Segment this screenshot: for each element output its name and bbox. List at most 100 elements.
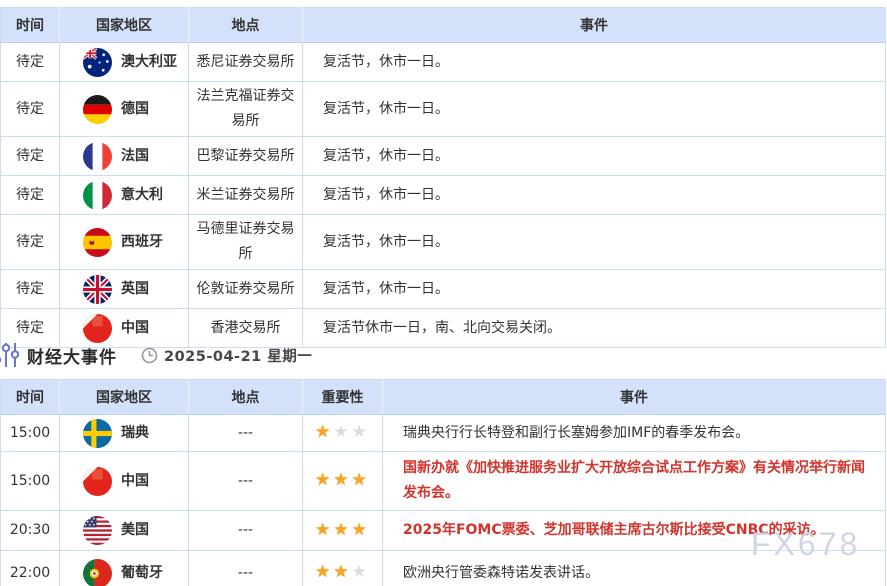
- importance-stars: ★ ★ ★: [302, 414, 383, 452]
- table-row: 待定 法国 巴黎证券交易所 复活节，休市一日。: [0, 136, 886, 176]
- country-name: 澳大利亚: [121, 53, 177, 70]
- location-cell: 香港交易所: [188, 308, 303, 348]
- country-cell: 中国: [59, 451, 189, 511]
- col-header-country: 国家地区: [59, 7, 189, 43]
- star-filled-icon: ★: [333, 519, 349, 540]
- event-cell: 复活节，休市一日。: [302, 81, 886, 137]
- germany-flag-icon: [83, 94, 112, 124]
- country-name: 英国: [121, 280, 149, 297]
- country-cell: 瑞典: [59, 414, 189, 452]
- event-cell: 复活节，休市一日。: [302, 214, 886, 270]
- country-name: 葡萄牙: [121, 564, 163, 581]
- star-filled-icon: ★: [351, 470, 367, 490]
- col-header-event: 事件: [302, 7, 886, 43]
- uk-flag-icon: [83, 274, 112, 304]
- event-cell: 国新办就《加快推进服务业扩大开放综合试点工作方案》有关情况举行新闻发布会。: [382, 451, 886, 511]
- country-name: 德国: [121, 100, 149, 117]
- col-header-importance: 重要性: [302, 379, 383, 415]
- star-empty-icon: ★: [333, 422, 349, 442]
- market-holiday-table: 时间 国家地区 地点 事件 待定 澳大利亚 悉尼证券交易所 复活节，休市一日。 …: [0, 7, 886, 348]
- table-row: 15:00 瑞典 --- ★ ★ ★ 瑞典央行行长特登和副行长塞姆参加IMF的春季发…: [0, 414, 886, 452]
- usa-flag-icon: [83, 516, 112, 545]
- time-cell: 15:00: [0, 414, 60, 452]
- country-name: 中国: [121, 319, 149, 336]
- country-name: 西班牙: [121, 233, 163, 250]
- location-cell: 马德里证券交易所: [188, 214, 303, 270]
- importance-stars: ★ ★ ★: [302, 451, 383, 511]
- events-section-icon: [0, 343, 19, 367]
- time-cell: 待定: [0, 214, 60, 270]
- time-cell: 待定: [0, 269, 60, 309]
- section-title: 财经大事件: [27, 347, 117, 368]
- time-cell: 20:30: [0, 510, 60, 551]
- table-row: 待定 中国 香港交易所 复活节休市一日，南、北向交易关闭。: [0, 308, 886, 348]
- star-filled-icon: ★: [333, 562, 349, 582]
- time-cell: 待定: [0, 81, 60, 137]
- col-header-location: 地点: [188, 379, 303, 415]
- location-cell: ---: [188, 550, 303, 586]
- country-cell: 美国: [59, 510, 189, 551]
- star-filled-icon: ★: [351, 519, 367, 540]
- spain-flag-icon: [83, 227, 112, 257]
- event-cell: 复活节休市一日，南、北向交易关闭。: [302, 308, 886, 348]
- time-cell: 待定: [0, 136, 60, 176]
- time-cell: 待定: [0, 42, 60, 82]
- australia-flag-icon: [83, 47, 112, 77]
- event-cell: 欧洲央行管委森特诺发表讲话。: [382, 550, 886, 586]
- location-cell: 米兰证券交易所: [188, 175, 303, 215]
- table-row: 待定 澳大利亚 悉尼证券交易所 复活节，休市一日。: [0, 42, 886, 82]
- star-filled-icon: ★: [315, 470, 331, 490]
- col-header-time: 时间: [0, 379, 60, 415]
- event-cell: 2025年FOMC票委、芝加哥联储主席古尔斯比接受CNBC的采访。: [382, 510, 886, 551]
- table-row: 15:00 中国 --- ★ ★ ★ 国新办就《加快推进服务业扩大开放综合试点工作方…: [0, 451, 886, 511]
- country-name: 法国: [121, 147, 149, 164]
- location-cell: ---: [188, 510, 303, 551]
- time-cell: 待定: [0, 175, 60, 215]
- event-cell: 复活节，休市一日。: [302, 175, 886, 215]
- time-cell: 15:00: [0, 451, 60, 511]
- france-flag-icon: [83, 141, 112, 171]
- country-name: 意大利: [121, 186, 163, 203]
- col-header-location: 地点: [188, 7, 303, 43]
- importance-stars: ★ ★ ★: [302, 550, 383, 586]
- country-cell: 澳大利亚: [59, 42, 189, 82]
- location-cell: ---: [188, 414, 303, 452]
- table-header-row: 时间 国家地区 地点 重要性 事件: [0, 379, 886, 415]
- star-empty-icon: ★: [351, 422, 367, 442]
- star-filled-icon: ★: [315, 519, 331, 540]
- location-cell: ---: [188, 451, 303, 511]
- event-cell: 瑞典央行行长特登和副行长塞姆参加IMF的春季发布会。: [382, 414, 886, 452]
- time-cell: 22:00: [0, 550, 60, 586]
- country-cell: 中国: [59, 308, 189, 348]
- country-cell: 西班牙: [59, 214, 189, 270]
- country-name: 美国: [121, 522, 149, 538]
- col-header-time: 时间: [0, 7, 60, 43]
- clock-icon: [141, 347, 158, 363]
- country-cell: 葡萄牙: [59, 550, 189, 586]
- location-cell: 巴黎证券交易所: [188, 136, 303, 176]
- country-cell: 意大利: [59, 175, 189, 215]
- country-cell: 法国: [59, 136, 189, 176]
- table-row: 待定 英国 伦敦证券交易所 复活节，休市一日。: [0, 269, 886, 309]
- table-row: 待定 西班牙 马德里证券交易所 复活节，休市一日。: [0, 214, 886, 270]
- china-flag-icon: [83, 466, 112, 496]
- italy-flag-icon: [83, 180, 112, 210]
- importance-stars: ★ ★ ★: [302, 510, 383, 551]
- star-filled-icon: ★: [315, 422, 331, 442]
- table-header-row: 时间 国家地区 地点 事件: [0, 7, 886, 43]
- country-name: 瑞典: [121, 424, 149, 441]
- economic-events-table: 时间 国家地区 地点 重要性 事件 15:00 瑞典 --- ★ ★ ★ 瑞典央行行…: [0, 379, 886, 586]
- events-section-header: 财经大事件 2025-04-21 星期一: [0, 331, 760, 379]
- section-date: 2025-04-21 星期一: [164, 348, 313, 365]
- event-cell: 复活节，休市一日。: [302, 42, 886, 82]
- location-cell: 伦敦证券交易所: [188, 269, 303, 309]
- country-cell: 英国: [59, 269, 189, 309]
- star-filled-icon: ★: [333, 470, 349, 490]
- table-row: 待定 德国 法兰克福证券交易所 复活节，休市一日。: [0, 81, 886, 137]
- china-flag-icon: [83, 313, 112, 343]
- sweden-flag-icon: [83, 418, 112, 448]
- country-name: 中国: [121, 472, 149, 489]
- table-row: 待定 意大利 米兰证券交易所 复活节，休市一日。: [0, 175, 886, 215]
- col-header-event: 事件: [382, 379, 886, 415]
